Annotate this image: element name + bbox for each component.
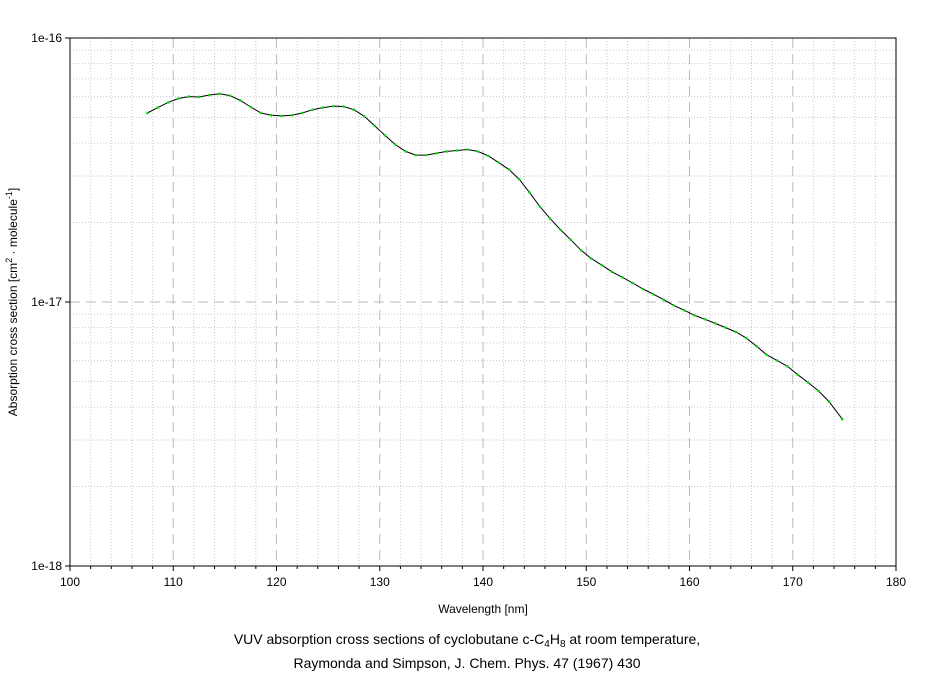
data-point <box>455 149 459 152</box>
data-point <box>507 168 511 171</box>
data-point <box>177 97 180 100</box>
data-point <box>146 111 149 115</box>
data-point <box>724 326 727 329</box>
data-point <box>765 353 769 357</box>
x-tick-label: 120 <box>266 575 286 589</box>
data-point <box>734 330 738 334</box>
data-point <box>538 205 542 208</box>
data-point <box>683 309 686 312</box>
grid <box>70 38 896 566</box>
x-tick-label: 100 <box>60 575 80 589</box>
data-point <box>600 263 604 267</box>
data-point <box>249 105 252 109</box>
x-axis-label: Wavelength [nm] <box>438 602 528 616</box>
x-tick-label: 110 <box>164 575 183 589</box>
data-point <box>197 95 201 99</box>
y-label-exponent-1: 2 <box>4 258 14 263</box>
data-point <box>841 417 844 421</box>
data-point <box>548 217 552 220</box>
data-point <box>703 317 707 321</box>
data-point <box>383 133 387 137</box>
x-tick-label: 150 <box>576 575 596 589</box>
data-point <box>652 292 655 296</box>
x-tick-label: 140 <box>473 575 493 589</box>
data-point <box>621 276 624 279</box>
data-point <box>466 148 469 151</box>
data-point <box>414 153 418 157</box>
data-point <box>228 94 232 97</box>
data-point <box>786 365 789 368</box>
data-point <box>569 238 573 242</box>
data-point <box>321 106 325 109</box>
data-point <box>393 143 397 146</box>
figure-caption-line-1: VUV absorption cross sections of cyclobu… <box>233 631 701 650</box>
data-point <box>486 154 490 158</box>
series-line <box>147 93 843 420</box>
data-point <box>259 111 263 115</box>
data-point <box>579 248 583 252</box>
y-tick-label: 1e-16 <box>31 31 62 45</box>
data-point <box>796 373 800 377</box>
data-point <box>662 298 665 302</box>
data-point <box>755 344 758 348</box>
data-point <box>817 389 820 393</box>
data-point <box>166 101 170 104</box>
data-point <box>672 304 676 307</box>
data-point <box>218 92 222 96</box>
x-tick-label: 130 <box>370 575 390 589</box>
data-point <box>290 113 294 117</box>
data-point <box>497 161 500 164</box>
data-point <box>744 336 748 340</box>
data-point <box>693 314 696 317</box>
data-series <box>146 92 844 421</box>
y-tick-label: 1e-17 <box>31 295 62 309</box>
data-point <box>208 93 211 97</box>
axis-ticks: 100 110 120 130 140 150 160 170 180 1e-18 1e-17 1e-… <box>31 31 906 589</box>
data-point <box>476 150 480 153</box>
data-point <box>631 281 635 285</box>
data-point <box>714 322 717 325</box>
data-point <box>806 381 810 384</box>
x-tick-label: 180 <box>886 575 906 589</box>
x-tick-label: 160 <box>679 575 699 589</box>
data-point <box>311 108 314 112</box>
y-label-exponent-2: -1 <box>4 191 14 199</box>
data-point <box>280 114 283 118</box>
y-axis-label: Absorption cross section [cm2 · molecule… <box>4 188 20 416</box>
data-point <box>301 111 304 115</box>
data-point <box>373 124 376 128</box>
data-point <box>775 359 779 362</box>
data-point <box>352 108 356 112</box>
data-point <box>559 228 562 231</box>
data-point <box>641 287 645 291</box>
data-point <box>187 95 191 98</box>
data-point <box>445 150 449 153</box>
data-point <box>362 115 366 118</box>
data-point <box>528 191 531 194</box>
data-point <box>342 105 345 108</box>
data-point <box>239 99 242 102</box>
data-point <box>610 270 614 274</box>
data-point <box>331 104 335 108</box>
data-point <box>435 151 438 155</box>
data-point <box>270 113 273 117</box>
data-point <box>156 106 160 109</box>
y-tick-label: 1e-18 <box>31 559 62 573</box>
data-point <box>827 400 831 403</box>
data-point <box>517 177 521 181</box>
data-point <box>590 257 593 260</box>
data-point <box>404 150 407 153</box>
data-point <box>424 153 428 157</box>
figure-caption-line-2: Raymonda and Simpson, J. Chem. Phys. 47 … <box>293 655 641 671</box>
x-tick-label: 170 <box>783 575 803 589</box>
